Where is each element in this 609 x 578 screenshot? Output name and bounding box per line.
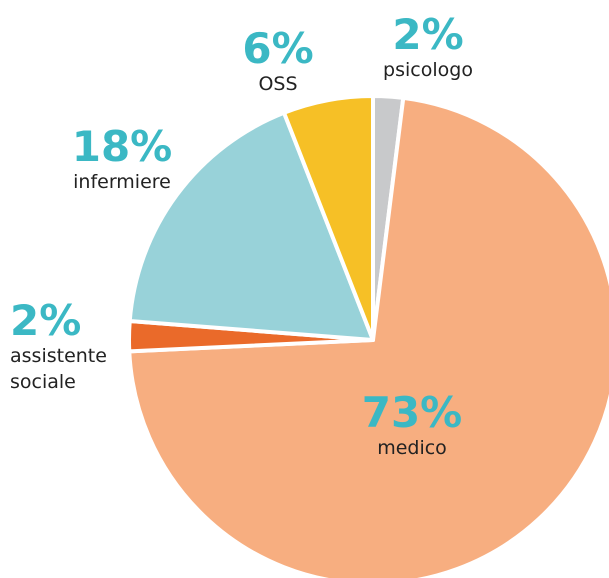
pie-slice <box>127 110 375 342</box>
category-label: psicologo <box>383 59 473 81</box>
category-label: medico <box>377 437 447 459</box>
slice-label: 73% medico <box>362 392 463 462</box>
slice-label: 2% assistente sociale <box>10 300 120 395</box>
category-label: assistente sociale <box>10 345 107 393</box>
pie-slice <box>282 94 375 342</box>
category-label: infermiere <box>73 171 171 193</box>
percent-label: 18% <box>71 122 173 171</box>
slice-label: 2% psicologo <box>383 14 473 84</box>
percent-label: 2% <box>10 296 82 345</box>
pie-slice <box>127 95 609 578</box>
percent-label: 6% <box>242 24 314 73</box>
slice-label: 6% OSS <box>242 28 313 98</box>
percent-label: 73% <box>361 388 463 437</box>
category-label: OSS <box>258 73 298 95</box>
percent-label: 2% <box>392 10 464 59</box>
slice-label: 18% infermiere <box>72 126 173 196</box>
